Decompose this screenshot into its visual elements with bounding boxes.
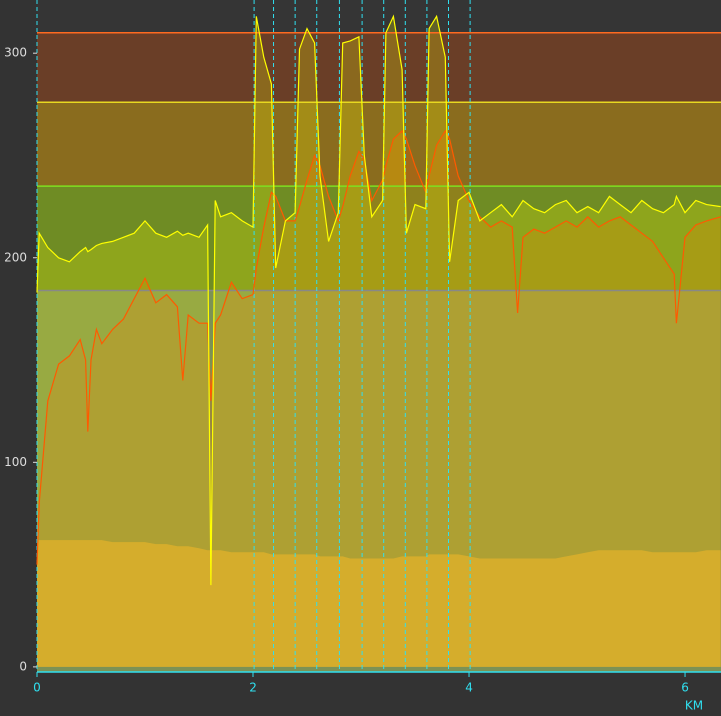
- y-tick-label: 100: [4, 455, 27, 469]
- x-tick-label: 0: [33, 681, 41, 695]
- x-axis-label: KM: [685, 699, 703, 713]
- y-tick-label: 200: [4, 250, 27, 264]
- y-tick-label: 300: [4, 46, 27, 60]
- series-line: [36, 129, 721, 565]
- zone-band: [37, 0, 721, 33]
- y-tick-label: 0: [19, 659, 27, 673]
- x-tick-label: 2: [249, 681, 257, 695]
- x-tick-label: 4: [465, 681, 473, 695]
- altitude-area: [37, 540, 721, 667]
- series-area: [37, 130, 721, 667]
- zone-band: [37, 186, 721, 291]
- x-tick-label: 6: [681, 681, 689, 695]
- series-area: [37, 16, 721, 667]
- zone-band: [37, 32, 721, 103]
- series-line: [36, 14, 721, 586]
- zone-band: [37, 102, 721, 187]
